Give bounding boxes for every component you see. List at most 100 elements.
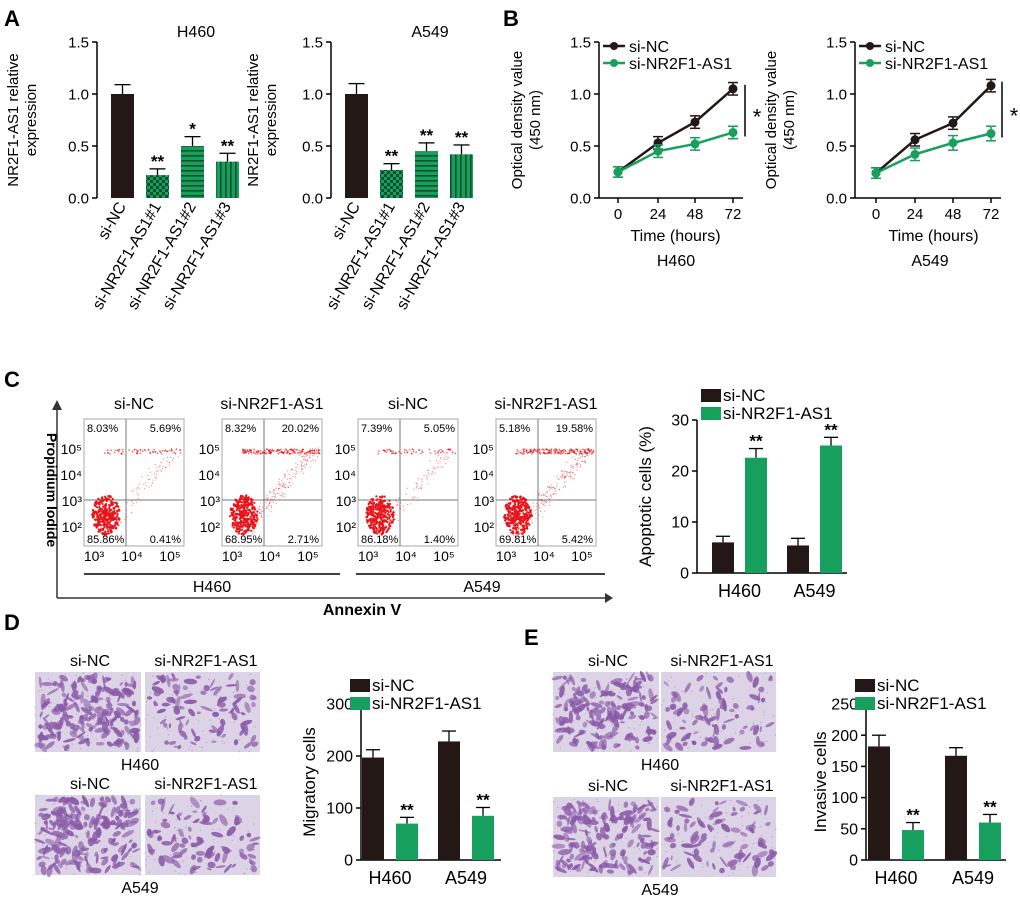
event-dot	[108, 503, 111, 507]
legend-label: si-NC	[629, 39, 669, 56]
event-dot	[370, 501, 373, 504]
membrane-pore	[589, 803, 591, 805]
event-dot	[573, 450, 576, 453]
event-dot	[389, 528, 391, 530]
event-dot	[397, 519, 399, 522]
event-dot	[104, 498, 107, 501]
event-dot	[97, 516, 100, 519]
event-dot	[256, 453, 259, 455]
event-dot	[586, 454, 589, 457]
chart-B1-ytick-label: 0.5	[570, 138, 591, 155]
event-dot	[139, 452, 141, 455]
membrane-pore	[675, 860, 678, 862]
event-dot	[514, 530, 516, 532]
membrane-pore	[88, 799, 90, 801]
membrane-pore	[182, 860, 184, 862]
event-dot	[571, 477, 573, 479]
event-dot	[258, 505, 261, 508]
event-dot	[538, 494, 540, 496]
event-dot	[166, 456, 169, 458]
event-dot	[369, 508, 372, 511]
membrane-pore	[149, 736, 152, 738]
event-dot	[156, 470, 158, 472]
event-dot	[234, 498, 237, 501]
event-dot	[240, 510, 243, 513]
membrane-pore	[680, 738, 683, 741]
event-dot	[252, 514, 255, 517]
membrane-pore	[603, 864, 605, 866]
event-dot	[546, 500, 548, 502]
event-dot	[542, 451, 545, 454]
bar-si-NR2F1-AS1#2	[181, 146, 204, 198]
quadrant-upper-left: 8.03%	[87, 423, 118, 435]
membrane-pore	[191, 749, 193, 751]
bar-si-NC-A549	[787, 545, 809, 573]
significance-mark: **	[221, 136, 235, 155]
membrane-pore	[627, 864, 629, 866]
membrane-pore	[591, 807, 594, 809]
membrane-pore	[732, 872, 734, 875]
event-dot	[252, 530, 254, 532]
event-dot	[115, 518, 117, 520]
membrane-pore	[47, 678, 50, 681]
event-dot	[576, 462, 578, 464]
event-dot	[281, 492, 284, 494]
event-dot	[317, 448, 320, 451]
event-dot	[96, 506, 99, 509]
event-dot	[145, 482, 147, 484]
event-dot	[236, 524, 239, 527]
event-dot	[269, 452, 272, 454]
event-dot	[376, 498, 379, 501]
event-dot	[383, 519, 387, 523]
event-dot	[519, 529, 521, 531]
chart-E-ytick-label: 200	[831, 728, 858, 745]
event-dot	[110, 503, 113, 507]
membrane-pore	[774, 734, 777, 737]
membrane-pore	[644, 871, 646, 874]
event-dot	[527, 511, 530, 515]
membrane-pore	[625, 837, 627, 840]
event-dot	[279, 483, 281, 485]
membrane-pore	[691, 715, 694, 718]
membrane-pore	[699, 838, 701, 840]
event-dot	[234, 523, 237, 526]
event-dot	[175, 448, 177, 451]
event-dot	[175, 447, 178, 450]
membrane-pore	[649, 840, 651, 843]
membrane-pore	[622, 814, 624, 816]
membrane-pore	[579, 870, 582, 872]
membrane-pore	[713, 848, 716, 850]
event-dot	[421, 481, 423, 483]
event-dot	[245, 506, 248, 509]
membrane-pore	[652, 732, 654, 734]
event-dot	[504, 505, 507, 508]
event-dot	[179, 449, 181, 451]
event-dot	[391, 513, 394, 517]
event-dot	[543, 495, 545, 497]
event-dot	[445, 448, 447, 450]
event-dot	[284, 476, 286, 478]
chart-A1-ytick-label: 0.0	[68, 190, 89, 207]
event-dot	[531, 506, 533, 508]
membrane-pore	[123, 813, 126, 816]
event-dot	[116, 449, 119, 452]
event-dot	[279, 484, 281, 487]
event-dot	[242, 500, 246, 503]
event-dot	[98, 508, 101, 511]
membrane-pore	[656, 855, 658, 858]
membrane-pore	[149, 692, 152, 694]
event-dot	[98, 530, 102, 533]
x-tick-label: 10⁴	[533, 548, 555, 564]
micrograph-row-label-D: A549	[121, 880, 158, 897]
event-dot	[301, 461, 303, 463]
significance-mark: **	[824, 420, 838, 439]
event-dot	[583, 449, 586, 451]
membrane-pore	[91, 733, 93, 735]
event-dot	[558, 451, 561, 454]
membrane-pore	[729, 709, 732, 711]
membrane-pore	[151, 810, 154, 812]
membrane-pore	[598, 726, 601, 728]
event-dot	[523, 528, 526, 531]
event-dot	[256, 513, 258, 515]
membrane-pore	[154, 858, 156, 861]
